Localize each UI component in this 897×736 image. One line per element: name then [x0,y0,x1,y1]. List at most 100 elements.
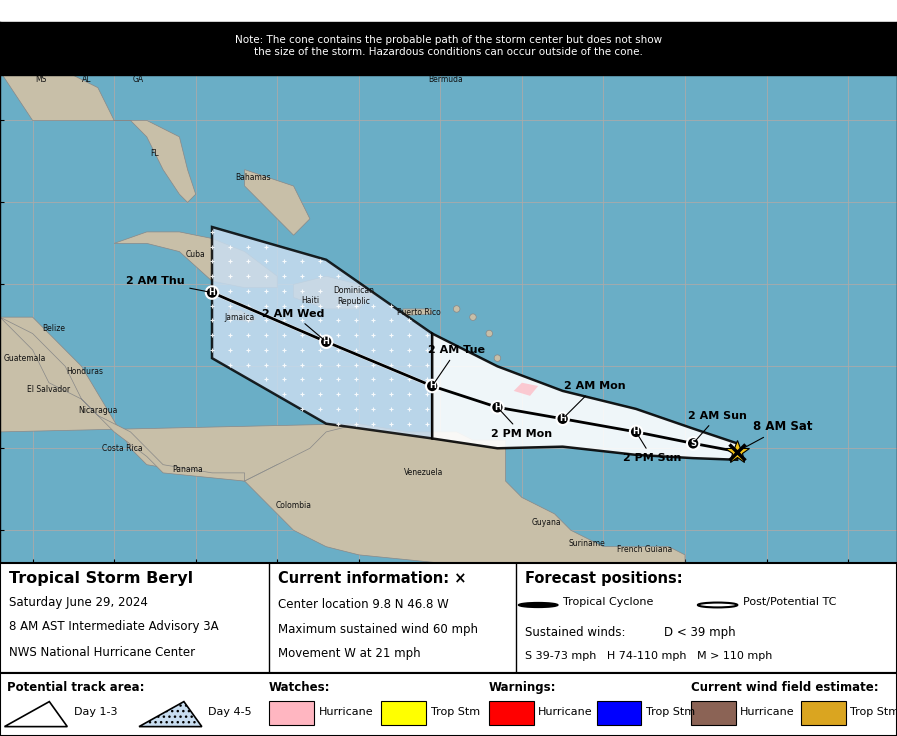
Text: Movement W at 21 mph: Movement W at 21 mph [278,647,421,660]
Text: Bermuda: Bermuda [428,75,463,84]
Text: Current information: ×: Current information: × [278,571,466,586]
Text: 8 AM AST Intermediate Advisory 3A: 8 AM AST Intermediate Advisory 3A [9,620,219,634]
Text: Forecast positions:: Forecast positions: [525,571,683,586]
Text: Cuba: Cuba [186,250,205,259]
Text: Current wind field estimate:: Current wind field estimate: [691,681,878,694]
FancyBboxPatch shape [381,701,426,725]
Text: Jamaica: Jamaica [224,313,255,322]
Circle shape [494,355,501,361]
Circle shape [687,437,700,450]
Text: Guyana: Guyana [532,517,562,526]
Text: French Guiana: French Guiana [616,545,672,554]
Text: Venezuela: Venezuela [405,468,444,478]
Text: Trop Stm: Trop Stm [646,707,695,717]
Circle shape [492,401,503,414]
Text: 2 AM Tue: 2 AM Tue [428,345,485,383]
Polygon shape [514,383,538,396]
Text: Bahamas: Bahamas [235,173,271,183]
Text: H: H [559,414,566,423]
Text: 8 AM Sat: 8 AM Sat [740,420,813,450]
Circle shape [556,413,569,425]
Text: Maximum sustained wind 60 mph: Maximum sustained wind 60 mph [278,623,478,636]
Circle shape [426,380,439,392]
FancyBboxPatch shape [0,673,897,736]
Text: Puerto Rico: Puerto Rico [397,308,441,316]
Text: FL: FL [151,149,160,158]
Polygon shape [212,227,432,439]
Text: Panama: Panama [172,465,203,474]
Text: 2 PM Sun: 2 PM Sun [623,434,682,464]
Circle shape [698,603,737,607]
FancyBboxPatch shape [0,17,897,74]
FancyBboxPatch shape [269,701,314,725]
Polygon shape [245,169,309,236]
Polygon shape [0,317,359,481]
Text: Day 4-5: Day 4-5 [208,707,252,717]
FancyBboxPatch shape [801,701,846,725]
Text: Center location 9.8 N 46.8 W: Center location 9.8 N 46.8 W [278,598,448,612]
Text: H: H [494,403,501,412]
Text: Trop Stm: Trop Stm [850,707,897,717]
Text: H: H [323,337,329,346]
Text: Guatemala: Guatemala [4,353,46,363]
Text: 2 AM Thu: 2 AM Thu [126,276,209,292]
Polygon shape [293,276,375,309]
Text: H: H [429,381,436,391]
Text: Warnings:: Warnings: [489,681,556,694]
FancyBboxPatch shape [0,563,897,673]
Text: MS: MS [35,75,47,84]
FancyBboxPatch shape [489,701,534,725]
Polygon shape [139,701,202,726]
Circle shape [518,603,558,607]
Circle shape [453,305,460,312]
Text: Hurricane: Hurricane [740,707,795,717]
Text: Trop Stm: Trop Stm [431,707,480,717]
FancyBboxPatch shape [691,701,736,725]
Text: H: H [632,428,640,436]
Text: Colombia: Colombia [275,501,311,510]
Text: Potential track area:: Potential track area: [7,681,144,694]
Polygon shape [4,701,67,726]
Text: GA: GA [133,75,144,84]
Text: Saturday June 29, 2024: Saturday June 29, 2024 [9,596,148,609]
Text: Watches:: Watches: [269,681,331,694]
Polygon shape [0,317,245,481]
Circle shape [205,286,218,299]
Polygon shape [163,30,212,63]
Text: 2 PM Mon: 2 PM Mon [492,409,553,439]
Text: Sustained winds:: Sustained winds: [525,626,625,639]
Text: Honduras: Honduras [66,367,103,376]
Text: Day 1-3: Day 1-3 [74,707,117,717]
Polygon shape [403,309,432,316]
Text: NWS National Hurricane Center: NWS National Hurricane Center [9,646,195,659]
FancyBboxPatch shape [597,701,641,725]
Text: Hurricane: Hurricane [538,707,593,717]
Circle shape [320,336,333,348]
Text: Post/Potential TC: Post/Potential TC [743,597,836,606]
Text: Tropical Storm Beryl: Tropical Storm Beryl [9,571,193,586]
Polygon shape [432,333,737,460]
Polygon shape [245,424,685,563]
Text: 2 AM Wed: 2 AM Wed [263,309,325,340]
Circle shape [630,425,642,438]
Text: H: H [209,288,215,297]
Text: S: S [690,439,696,448]
Text: SC: SC [183,50,193,60]
Text: Note: The cone contains the probable path of the storm center but does not show
: Note: The cone contains the probable pat… [235,35,662,57]
Text: Dominican
Republic: Dominican Republic [334,286,374,305]
Text: AL: AL [82,75,91,84]
Polygon shape [229,309,256,322]
Polygon shape [0,38,261,71]
Text: S 39-73 mph   H 74-110 mph   M > 110 mph: S 39-73 mph H 74-110 mph M > 110 mph [525,651,772,662]
Text: Hurricane: Hurricane [318,707,373,717]
Text: Costa Rica: Costa Rica [102,444,143,453]
Text: Tropical Cyclone: Tropical Cyclone [563,597,654,606]
Circle shape [470,314,476,320]
Text: Nicaragua: Nicaragua [78,406,118,415]
Polygon shape [114,232,277,288]
Text: Haiti: Haiti [300,297,319,305]
Text: 2 AM Mon: 2 AM Mon [564,381,626,417]
Circle shape [486,330,492,337]
Text: D < 39 mph: D < 39 mph [664,626,736,639]
Text: 2 AM Sun: 2 AM Sun [688,411,747,442]
